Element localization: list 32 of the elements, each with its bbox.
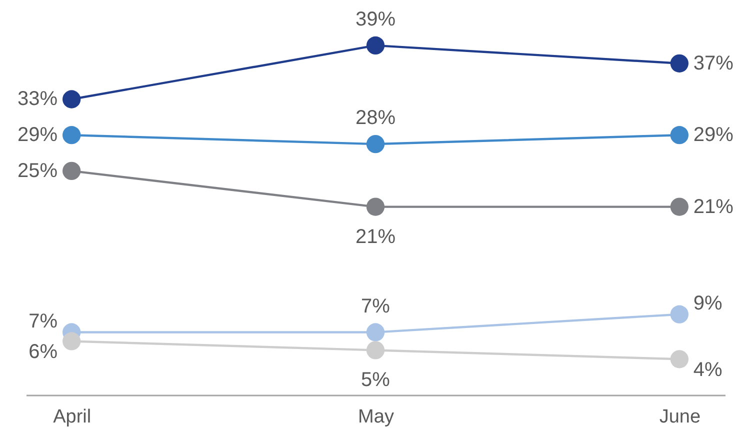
point [670, 198, 688, 216]
point [62, 332, 81, 350]
data-label: 4% [693, 359, 723, 382]
data-label: 21% [355, 226, 396, 248]
data-label: 25% [18, 160, 58, 182]
point [62, 126, 81, 144]
data-label: 29% [693, 124, 734, 146]
data-label: 21% [693, 196, 734, 218]
x-tick-label: June [659, 406, 701, 428]
point [366, 341, 385, 360]
x-tick-label: April [53, 406, 92, 428]
data-label: 5% [361, 369, 390, 392]
data-label: 33% [18, 88, 58, 110]
point [366, 134, 385, 154]
point [366, 36, 385, 55]
data-label: 37% [693, 52, 734, 74]
point [366, 323, 385, 342]
point [670, 305, 688, 324]
data-label: 29% [18, 124, 58, 146]
point [670, 126, 688, 144]
point [670, 54, 688, 72]
point [62, 90, 81, 108]
data-label: 7% [28, 310, 58, 332]
point [670, 350, 688, 368]
data-label: 39% [355, 8, 396, 30]
data-label: 6% [28, 341, 58, 364]
data-label: 28% [355, 107, 396, 130]
x-tick-label: May [358, 406, 394, 428]
data-label: 7% [361, 295, 390, 318]
point [366, 198, 385, 216]
point [62, 162, 81, 180]
data-label: 9% [693, 292, 723, 314]
